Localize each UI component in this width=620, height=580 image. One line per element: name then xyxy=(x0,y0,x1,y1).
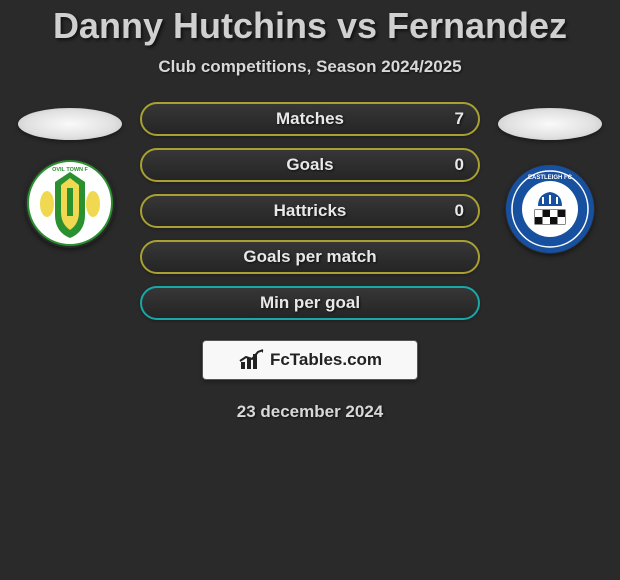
left-player-oval xyxy=(18,108,122,140)
right-column: EASTLEIGH FC xyxy=(498,102,602,254)
left-badge-svg: OVIL TOWN F xyxy=(27,160,113,246)
stat-row-hattricks: Hattricks 0 xyxy=(140,194,480,228)
svg-text:EASTLEIGH FC: EASTLEIGH FC xyxy=(528,175,573,181)
stats-column: Matches 7 Goals 0 Hattricks 0 Goals per … xyxy=(140,102,480,320)
stat-row-goals: Goals 0 xyxy=(140,148,480,182)
stat-label: Min per goal xyxy=(260,293,360,313)
stat-right-value: 0 xyxy=(455,155,464,175)
stat-right-value: 7 xyxy=(455,109,464,129)
brand-chart-icon xyxy=(238,349,266,371)
page-title: Danny Hutchins vs Fernandez xyxy=(0,5,620,47)
left-column: OVIL TOWN F xyxy=(18,102,122,248)
subtitle: Club competitions, Season 2024/2025 xyxy=(0,57,620,77)
stat-row-goals-per-match: Goals per match xyxy=(140,240,480,274)
brand-box[interactable]: FcTables.com xyxy=(202,340,418,380)
date-line: 23 december 2024 xyxy=(0,402,620,422)
main-row: OVIL TOWN F Matches 7 Goals 0 Hattricks … xyxy=(0,102,620,320)
stat-label: Matches xyxy=(276,109,344,129)
stat-label: Hattricks xyxy=(274,201,347,221)
right-club-badge: EASTLEIGH FC xyxy=(505,164,595,254)
stat-row-matches: Matches 7 xyxy=(140,102,480,136)
brand-text: FcTables.com xyxy=(270,350,382,370)
svg-text:OVIL TOWN F: OVIL TOWN F xyxy=(52,167,88,173)
stat-row-min-per-goal: Min per goal xyxy=(140,286,480,320)
right-badge-svg: EASTLEIGH FC xyxy=(505,164,595,254)
stat-right-value: 0 xyxy=(455,201,464,221)
right-player-oval xyxy=(498,108,602,140)
stat-label: Goals per match xyxy=(243,247,376,267)
stat-label: Goals xyxy=(286,155,333,175)
comparison-infographic: Danny Hutchins vs Fernandez Club competi… xyxy=(0,0,620,580)
left-club-badge: OVIL TOWN F xyxy=(25,158,115,248)
